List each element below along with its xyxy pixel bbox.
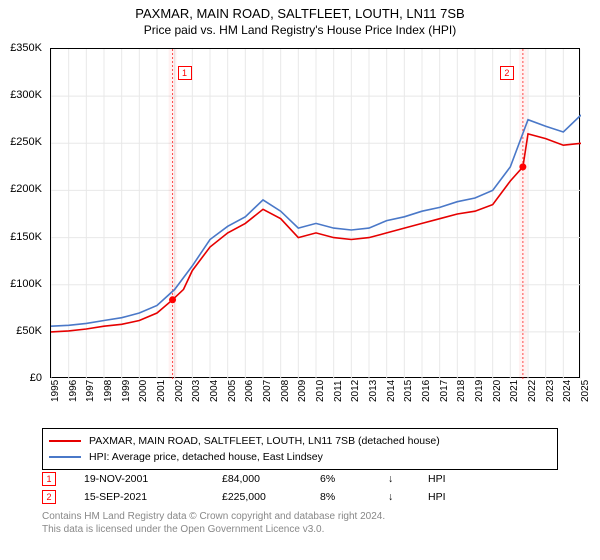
x-tick-label: 1995 bbox=[50, 380, 61, 402]
marker-vs: HPI bbox=[428, 473, 458, 485]
legend-box: PAXMAR, MAIN ROAD, SALTFLEET, LOUTH, LN1… bbox=[42, 428, 558, 470]
marker-date: 19-NOV-2001 bbox=[84, 473, 194, 485]
y-axis-labels: £0£50K£100K£150K£200K£250K£300K£350K bbox=[2, 48, 46, 378]
x-tick-label: 2003 bbox=[191, 380, 202, 402]
marker-pct: 8% bbox=[320, 491, 360, 503]
marker-badge: 1 bbox=[178, 66, 192, 80]
y-tick-label: £50K bbox=[16, 325, 42, 337]
x-tick-label: 2023 bbox=[545, 380, 556, 402]
down-arrow-icon: ↓ bbox=[388, 491, 400, 503]
legend-label: HPI: Average price, detached house, East… bbox=[89, 451, 323, 463]
footer-attribution: Contains HM Land Registry data © Crown c… bbox=[42, 510, 385, 536]
x-tick-label: 2010 bbox=[315, 380, 326, 402]
x-tick-label: 2019 bbox=[474, 380, 485, 402]
plot-wrap: 12 bbox=[50, 48, 580, 378]
x-tick-label: 2016 bbox=[421, 380, 432, 402]
x-tick-label: 2005 bbox=[227, 380, 238, 402]
x-tick-label: 2009 bbox=[297, 380, 308, 402]
chart-title: PAXMAR, MAIN ROAD, SALTFLEET, LOUTH, LN1… bbox=[0, 6, 600, 21]
x-tick-label: 2017 bbox=[439, 380, 450, 402]
x-tick-label: 2002 bbox=[174, 380, 185, 402]
x-tick-label: 2022 bbox=[527, 380, 538, 402]
x-tick-label: 2008 bbox=[280, 380, 291, 402]
marker-pct: 6% bbox=[320, 473, 360, 485]
y-tick-label: £250K bbox=[10, 136, 42, 148]
x-tick-label: 1997 bbox=[85, 380, 96, 402]
x-tick-label: 2015 bbox=[403, 380, 414, 402]
marker-row: 1 19-NOV-2001 £84,000 6% ↓ HPI bbox=[42, 470, 458, 488]
marker-number: 2 bbox=[42, 490, 56, 504]
marker-vs: HPI bbox=[428, 491, 458, 503]
legend-swatch bbox=[49, 456, 81, 458]
plot-area bbox=[50, 48, 580, 378]
marker-row: 2 15-SEP-2021 £225,000 8% ↓ HPI bbox=[42, 488, 458, 506]
x-tick-label: 2006 bbox=[244, 380, 255, 402]
x-tick-label: 2001 bbox=[156, 380, 167, 402]
x-tick-label: 2014 bbox=[386, 380, 397, 402]
x-tick-label: 2004 bbox=[209, 380, 220, 402]
x-tick-label: 2018 bbox=[456, 380, 467, 402]
marker-number: 1 bbox=[42, 472, 56, 486]
legend-swatch bbox=[49, 440, 81, 442]
x-tick-label: 1998 bbox=[103, 380, 114, 402]
x-tick-label: 2011 bbox=[333, 380, 344, 402]
chart-subtitle: Price paid vs. HM Land Registry's House … bbox=[0, 23, 600, 37]
legend-row: PAXMAR, MAIN ROAD, SALTFLEET, LOUTH, LN1… bbox=[49, 433, 551, 449]
y-tick-label: £100K bbox=[10, 278, 42, 290]
y-tick-label: £0 bbox=[30, 372, 42, 384]
y-tick-label: £300K bbox=[10, 89, 42, 101]
x-tick-label: 2000 bbox=[138, 380, 149, 402]
chart-container: PAXMAR, MAIN ROAD, SALTFLEET, LOUTH, LN1… bbox=[0, 0, 600, 560]
markers-table: 1 19-NOV-2001 £84,000 6% ↓ HPI 2 15-SEP-2021 £22… bbox=[42, 470, 458, 506]
footer-line-2: This data is licensed under the Open Gov… bbox=[42, 523, 385, 536]
plot-svg bbox=[51, 49, 581, 379]
x-axis-labels: 1995 1996 1997 1998 1999 2000 2001 2002 2003 2004… bbox=[50, 380, 580, 430]
footer-line-1: Contains HM Land Registry data © Crown c… bbox=[42, 510, 385, 523]
x-tick-label: 2013 bbox=[368, 380, 379, 402]
down-arrow-icon: ↓ bbox=[388, 473, 400, 485]
marker-badge: 2 bbox=[500, 66, 514, 80]
marker-price: £225,000 bbox=[222, 491, 292, 503]
y-tick-label: £150K bbox=[10, 231, 42, 243]
x-tick-label: 2025 bbox=[580, 380, 591, 402]
titles: PAXMAR, MAIN ROAD, SALTFLEET, LOUTH, LN1… bbox=[0, 0, 600, 39]
y-tick-label: £200K bbox=[10, 183, 42, 195]
x-tick-label: 2007 bbox=[262, 380, 273, 402]
x-tick-label: 1996 bbox=[68, 380, 79, 402]
legend-row: HPI: Average price, detached house, East… bbox=[49, 449, 551, 465]
y-tick-label: £350K bbox=[10, 42, 42, 54]
legend-label: PAXMAR, MAIN ROAD, SALTFLEET, LOUTH, LN1… bbox=[89, 435, 440, 447]
x-tick-label: 2012 bbox=[350, 380, 361, 402]
x-tick-label: 2021 bbox=[509, 380, 520, 402]
marker-date: 15-SEP-2021 bbox=[84, 491, 194, 503]
x-tick-label: 1999 bbox=[121, 380, 132, 402]
marker-price: £84,000 bbox=[222, 473, 292, 485]
x-tick-label: 2020 bbox=[492, 380, 503, 402]
x-tick-label: 2024 bbox=[562, 380, 573, 402]
